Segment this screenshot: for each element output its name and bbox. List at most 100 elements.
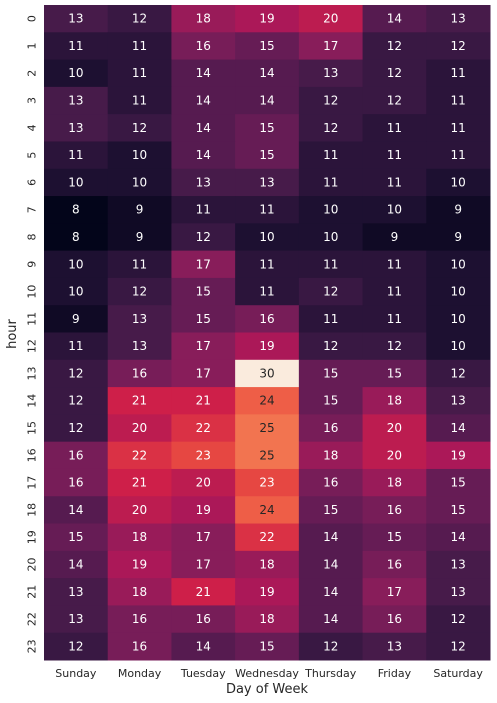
- x-tick-label: Saturday: [433, 667, 483, 680]
- heatmap-cell: [44, 5, 109, 33]
- heatmap-cell-label: 11: [387, 121, 402, 135]
- heatmap-cell-label: 13: [451, 12, 466, 26]
- heatmap-cell-label: 11: [132, 66, 147, 80]
- heatmap-cell: [107, 196, 172, 224]
- heatmap-cell-label: 10: [323, 230, 338, 244]
- heatmap-cell: [235, 196, 300, 224]
- heatmap-cell: [426, 578, 491, 606]
- y-tick-label: 15: [26, 421, 39, 435]
- y-tick-label: 22: [26, 612, 39, 626]
- heatmap-cell: [298, 223, 364, 252]
- heatmap-cell: [362, 277, 427, 306]
- heatmap-cell: [107, 550, 172, 579]
- heatmap-cell: [426, 414, 491, 443]
- heatmap-cell-label: 22: [196, 421, 211, 435]
- heatmap-cell-label: 11: [323, 257, 338, 271]
- heatmap-cell-label: 15: [387, 366, 402, 380]
- heatmap-cell: [362, 250, 427, 279]
- heatmap-cell: [171, 32, 236, 61]
- heatmap-cell: [107, 305, 172, 333]
- x-axis-ticks: Sunday Monday Tuesday Wednesday Thursday Frid…: [55, 667, 483, 680]
- heatmap-cell-label: 12: [323, 94, 338, 108]
- heatmap-cell: [235, 523, 300, 552]
- heatmap-cell-label: 21: [196, 585, 211, 599]
- heatmap-cell: [44, 332, 109, 361]
- heatmap-cell-label: 17: [196, 366, 211, 380]
- heatmap-cell: [171, 468, 236, 497]
- heatmap-cell-label: 22: [132, 448, 147, 462]
- heatmap-cell-label: 19: [196, 503, 211, 517]
- heatmap-cell-label: 9: [136, 230, 144, 244]
- heatmap-cell-label: 18: [387, 476, 402, 490]
- heatmap-cell: [107, 277, 172, 306]
- heatmap-cell-label: 16: [68, 448, 83, 462]
- heatmap-cell: [171, 605, 236, 634]
- heatmap-cell-label: 14: [451, 421, 466, 435]
- heatmap-cell: [107, 605, 172, 634]
- heatmap-cell-label: 11: [451, 121, 466, 135]
- heatmap-cell: [426, 86, 491, 115]
- heatmap-cell: [235, 32, 300, 61]
- heatmap-cell-label: 14: [196, 94, 211, 108]
- heatmap-cell-label: 17: [196, 530, 211, 544]
- heatmap-cell: [298, 387, 364, 415]
- y-tick-label: 21: [26, 585, 39, 599]
- heatmap-cell-label: 23: [196, 448, 211, 462]
- heatmap-cell-label: 18: [259, 557, 274, 571]
- heatmap-cell-label: 16: [323, 476, 338, 490]
- heatmap-cell: [107, 441, 172, 470]
- heatmap-cell-label: 12: [387, 339, 402, 353]
- heatmap-cell-label: 15: [451, 476, 466, 490]
- heatmap-cell: [426, 277, 491, 306]
- heatmap-cell: [298, 632, 364, 661]
- heatmap-cell-label: 9: [454, 203, 462, 217]
- heatmap-cell-label: 12: [132, 285, 147, 299]
- heatmap-cell-label: 10: [323, 203, 338, 217]
- heatmap-cell: [362, 5, 427, 33]
- heatmap-cell-label: 13: [68, 121, 83, 135]
- heatmap-cell-label: 19: [259, 12, 274, 26]
- heatmap-cell-label: 13: [68, 585, 83, 599]
- heatmap-cell-label: 17: [387, 585, 402, 599]
- heatmap-cell: [426, 223, 491, 252]
- heatmap-cell-label: 15: [259, 148, 274, 162]
- heatmap-cell-label: 10: [451, 257, 466, 271]
- heatmap-cell: [298, 332, 364, 361]
- heatmap-cell-label: 12: [387, 94, 402, 108]
- heatmap-cell-label: 13: [132, 339, 147, 353]
- heatmap-cell-label: 9: [136, 203, 144, 217]
- heatmap-cell: [362, 605, 427, 634]
- heatmap-cell: [44, 277, 109, 306]
- heatmap-cell: [426, 250, 491, 279]
- heatmap-cell-label: 11: [387, 257, 402, 271]
- heatmap-cell: [298, 86, 364, 115]
- heatmap-cell: [426, 59, 491, 88]
- heatmap-cell-label: 30: [259, 366, 274, 380]
- heatmap-cell: [44, 414, 109, 443]
- heatmap-cell: [298, 141, 364, 170]
- heatmap-cell: [235, 605, 300, 634]
- heatmap-cell-label: 14: [196, 66, 211, 80]
- heatmap-cell-label: 16: [259, 312, 274, 326]
- heatmap-cell-label: 11: [132, 94, 147, 108]
- heatmap-cell: [235, 359, 300, 388]
- heatmap-cell: [235, 59, 300, 88]
- heatmap-cell: [171, 5, 236, 33]
- heatmap-cell-label: 20: [387, 448, 402, 462]
- heatmap-cell-label: 13: [196, 175, 211, 189]
- x-tick-label: Friday: [378, 667, 412, 680]
- heatmap-cell-label: 11: [451, 66, 466, 80]
- heatmap-cell-label: 10: [132, 148, 147, 162]
- y-tick-label: 9: [26, 261, 39, 268]
- heatmap-cell-label: 12: [132, 12, 147, 26]
- heatmap-cell: [362, 141, 427, 170]
- heatmap-cell-label: 11: [132, 257, 147, 271]
- y-tick-label: 20: [26, 557, 39, 571]
- heatmap-cell: [44, 359, 109, 388]
- heatmap-cell-label: 14: [196, 121, 211, 135]
- heatmap-cell: [107, 468, 172, 497]
- heatmap-cell: [235, 305, 300, 333]
- heatmap-cell: [362, 32, 427, 61]
- heatmap-cell-label: 16: [387, 612, 402, 626]
